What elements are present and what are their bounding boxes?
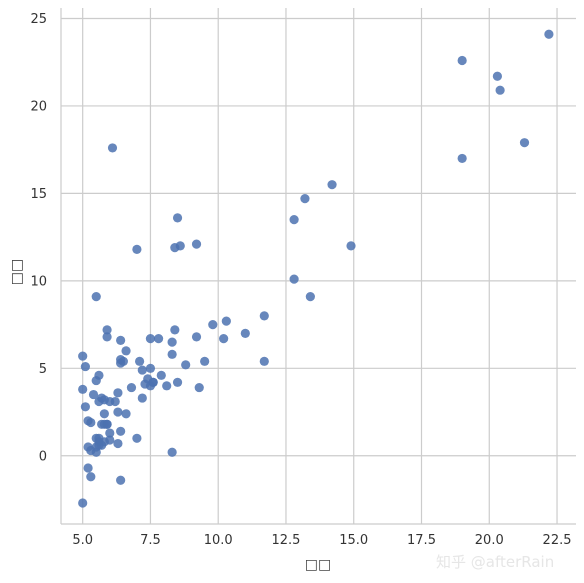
y-tick-label: 15 <box>30 187 47 202</box>
data-point <box>91 292 101 302</box>
data-point <box>116 426 126 436</box>
data-point <box>78 351 88 361</box>
y-tick-label: 25 <box>30 12 47 27</box>
data-point <box>78 384 88 394</box>
x-tick-labels: 5.0 7.5 10.0 12.5 15.0 17.5 20.0 22.5 <box>72 533 571 548</box>
data-point <box>121 346 131 356</box>
data-point <box>208 319 218 330</box>
data-point <box>83 416 93 426</box>
x-tick-label: 7.5 <box>140 533 161 548</box>
data-point <box>172 377 183 387</box>
x-tick-label: 12.5 <box>271 533 300 548</box>
x-axis-label: □□ <box>305 557 331 573</box>
data-point <box>219 333 229 344</box>
data-point <box>327 180 337 190</box>
data-point <box>148 377 158 387</box>
data-point <box>457 55 467 66</box>
data-point <box>170 325 180 335</box>
data-point <box>457 153 467 164</box>
data-point <box>121 409 131 419</box>
data-point <box>80 402 90 412</box>
data-point <box>116 335 126 345</box>
data-point <box>167 337 177 347</box>
data-point <box>167 447 177 457</box>
data-point <box>346 241 356 251</box>
data-point <box>97 440 107 450</box>
grid <box>61 8 576 524</box>
data-point <box>300 194 310 204</box>
x-tick-label: 22.5 <box>543 533 572 548</box>
data-point <box>181 360 191 370</box>
data-point <box>156 370 166 380</box>
data-point <box>94 396 104 407</box>
data-point <box>137 393 147 403</box>
data-point <box>167 349 177 359</box>
data-point <box>259 311 269 321</box>
data-point <box>191 239 202 249</box>
data-point <box>102 332 112 342</box>
data-point <box>145 363 156 373</box>
y-tick-label: 5 <box>39 362 47 377</box>
data-point <box>132 244 142 254</box>
y-tick-label: 0 <box>39 449 47 464</box>
watermark-text: 知乎 @afterRain <box>436 553 554 571</box>
y-tick-label: 10 <box>30 274 47 289</box>
data-point <box>113 438 123 449</box>
data-point <box>153 333 164 344</box>
data-point <box>170 243 180 253</box>
data-point <box>102 325 112 335</box>
data-point <box>162 381 172 391</box>
data-point <box>492 71 502 81</box>
data-point <box>88 389 99 400</box>
x-tick-label: 17.5 <box>407 533 436 548</box>
data-point <box>83 463 93 473</box>
data-point <box>78 498 88 508</box>
data-point <box>105 428 115 438</box>
data-point <box>259 356 269 366</box>
data-point <box>135 356 145 366</box>
data-point <box>289 274 299 284</box>
data-point <box>107 143 118 153</box>
data-point <box>102 419 112 429</box>
data-point <box>118 356 128 366</box>
data-point <box>99 409 109 419</box>
data-point <box>305 292 315 302</box>
data-point <box>80 361 90 372</box>
data-point <box>495 85 505 95</box>
data-point <box>519 138 530 148</box>
data-point <box>221 316 231 326</box>
x-tick-label: 15.0 <box>339 533 368 548</box>
y-axis-label: □□ <box>9 259 25 285</box>
data-point <box>200 356 210 366</box>
data-point <box>113 407 123 417</box>
data-point <box>145 333 156 344</box>
data-point <box>110 396 120 407</box>
data-point <box>126 382 137 393</box>
data-points <box>78 29 554 508</box>
x-tick-label: 20.0 <box>475 533 504 548</box>
data-point <box>240 328 250 338</box>
axis-spines <box>60 8 576 525</box>
data-point <box>191 332 202 342</box>
data-point <box>137 365 147 375</box>
data-point <box>116 475 126 485</box>
data-point <box>172 213 183 223</box>
data-point <box>544 29 554 39</box>
x-tick-label: 5.0 <box>72 533 93 548</box>
data-point <box>194 382 204 393</box>
x-tick-label: 10.0 <box>204 533 233 548</box>
data-point <box>289 215 299 225</box>
data-point <box>113 388 123 398</box>
data-point <box>91 375 101 386</box>
y-tick-label: 20 <box>30 99 47 114</box>
data-point <box>86 472 96 482</box>
data-point <box>132 433 142 443</box>
y-tick-labels: 0 5 10 15 20 25 <box>30 12 47 464</box>
